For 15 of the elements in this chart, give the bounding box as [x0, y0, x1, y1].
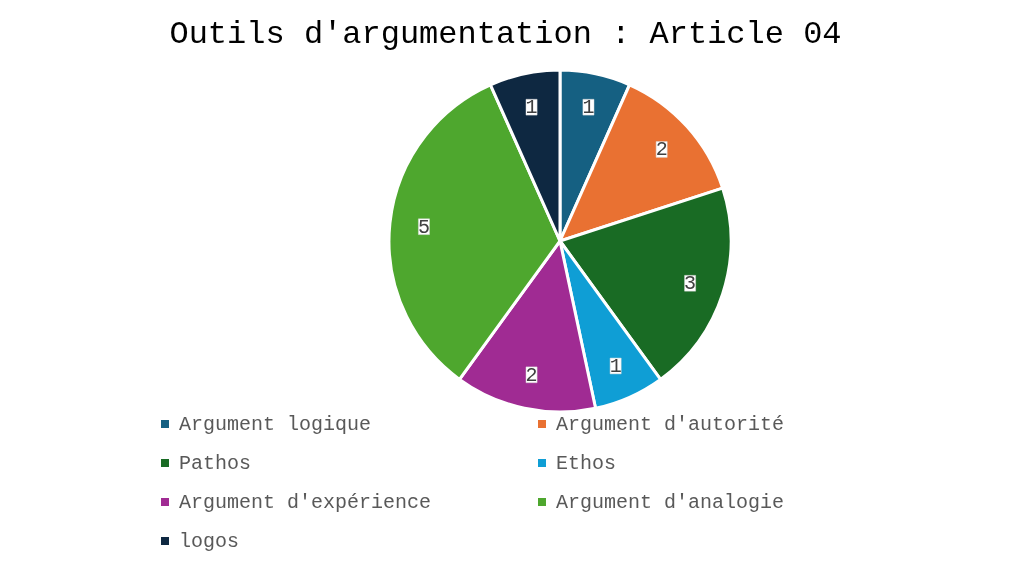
legend-label: logos	[179, 530, 240, 553]
data-label: 2	[525, 363, 538, 387]
chart-title: Outils d'argumentation : Article 04	[169, 16, 842, 53]
data-label: 3	[684, 272, 697, 296]
legend-label: Argument d'expérience	[179, 491, 432, 514]
data-label: 5	[417, 215, 430, 239]
legend-label: Pathos	[179, 452, 252, 475]
legend-label: Argument d'autorité	[556, 413, 785, 436]
legend-label: Argument logique	[179, 413, 372, 436]
legend-label: Ethos	[556, 452, 617, 475]
legend-label: Argument d'analogie	[556, 491, 785, 514]
data-label: 1	[525, 96, 538, 120]
data-label: 1	[609, 354, 622, 378]
data-label: 2	[655, 138, 668, 162]
data-label: 1	[582, 96, 595, 120]
